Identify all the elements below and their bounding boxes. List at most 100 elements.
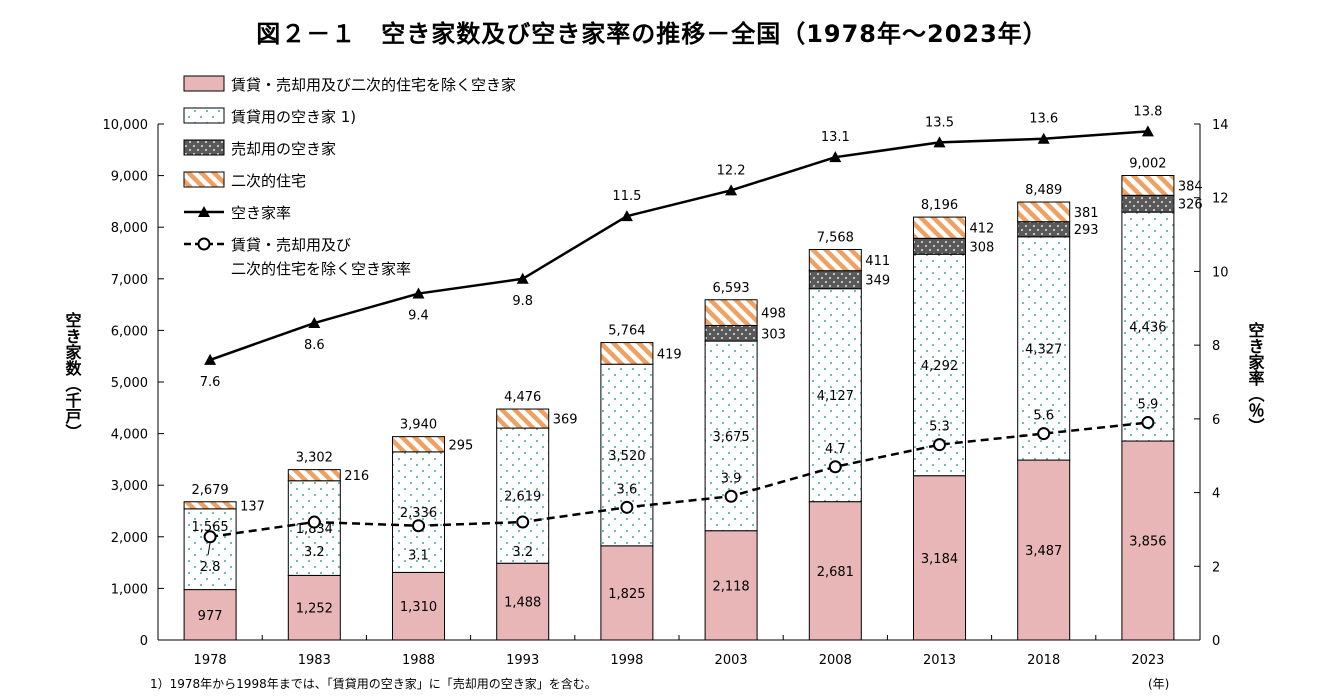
x-tick-label: 2013 (923, 653, 956, 668)
data-label-rental: 1,565 (191, 520, 228, 535)
data-label-rate: 12.2 (717, 163, 746, 178)
data-label-rate-other: 3.6 (617, 482, 638, 497)
bar-segment-secondary (808, 248, 862, 272)
data-label-rate-other: 3.2 (512, 545, 533, 560)
chart-title: 図２－１ 空き家数及び空き家率の推移－全国（1978年～2023年） (256, 20, 1048, 48)
data-label-total: 6,593 (712, 281, 749, 296)
legend-swatch-rental (183, 107, 225, 124)
data-label-rate-other: 5.6 (1033, 409, 1054, 424)
y-left-title-text: 空き家数（千戸） (63, 311, 82, 440)
x-tick-label: 2008 (819, 653, 852, 668)
x-tick-label: 2018 (1027, 653, 1060, 668)
data-label-sale: 349 (865, 274, 890, 289)
data-label-secondary: 216 (344, 469, 369, 484)
data-label-rental: 4,436 (1129, 321, 1166, 336)
marker-rate (933, 136, 946, 148)
bar-segment-secondary (496, 408, 550, 429)
y-right-tick-label: 12 (1212, 192, 1229, 207)
y-left-tick-label: 1,000 (111, 582, 148, 597)
leader-line (207, 542, 211, 555)
data-label-rental: 3,675 (712, 430, 749, 445)
bar-segment-sale (913, 237, 966, 255)
y-left-tick-label: 9,000 (111, 170, 148, 185)
data-label-sale: 293 (1074, 223, 1099, 238)
bar-segment-sale (704, 324, 758, 342)
data-label-other: 1,488 (504, 596, 541, 611)
bar-labels: 977 1,565 137 2,679 1,252 1,834 216 3,302 1,310 2… (191, 156, 1202, 623)
legend-item-rate: 空き家率 (184, 204, 291, 222)
data-label-sale: 308 (970, 240, 995, 255)
legend-label: 賃貸用の空き家 1) (231, 108, 356, 126)
legend-item-sale: 売却用の空き家 (183, 139, 336, 158)
x-tick-label: 1978 (194, 653, 227, 668)
legend-label: 賃貸・売却用及び二次的住宅を除く空き家 (231, 76, 516, 94)
axes: 0 1,000 2,000 3,000 4,000 5,000 6,000 7,000 8,00… (103, 118, 1229, 668)
bar-segment-other (600, 545, 654, 641)
data-label-secondary: 295 (449, 438, 474, 453)
data-label-total: 3,940 (400, 418, 437, 433)
bar-segment-secondary (1121, 174, 1175, 196)
bar-segment-secondary (913, 216, 966, 239)
marker-rate (725, 184, 738, 196)
marker-rate (204, 353, 217, 365)
bar-segment-secondary (704, 299, 758, 326)
legend-marker-rate (198, 206, 210, 217)
legend-label: 売却用の空き家 (231, 140, 336, 158)
bar-segment-secondary (1017, 201, 1071, 223)
bar-segment-rental (496, 427, 550, 564)
marker-rate-other (933, 438, 946, 452)
legend-swatch-other (183, 75, 225, 92)
x-tick-label: 2003 (715, 653, 748, 668)
marker-rate (1037, 132, 1050, 144)
data-label-secondary: 498 (761, 307, 786, 322)
y-left-tick-label: 7,000 (111, 273, 148, 288)
data-label-secondary: 369 (553, 413, 578, 428)
data-label-total: 2,679 (191, 483, 228, 498)
data-label-rate: 9.4 (408, 309, 429, 324)
data-label-secondary: 412 (970, 222, 995, 237)
footnote: 1）1978年から1998年までは、「賃貸用の空き家」に「売却用の空き家」を含む… (150, 676, 597, 691)
y-left-tick-label: 8,000 (111, 221, 148, 236)
line-rate-other (209, 421, 1149, 539)
legend-item-other: 賃貸・売却用及び二次的住宅を除く空き家 (183, 75, 516, 94)
data-label-rate-other: 2.8 (200, 560, 221, 575)
marker-rate-other (620, 500, 634, 514)
data-label-rate-other: 3.1 (408, 549, 429, 564)
bar-segment-secondary (392, 436, 445, 453)
marker-rate-other (307, 515, 321, 529)
data-label-other: 2,681 (817, 565, 854, 580)
y-left-title: 空き家数（千戸） (63, 311, 82, 440)
data-label-rental: 4,327 (1025, 342, 1062, 357)
data-label-rate: 8.6 (304, 338, 325, 353)
data-label-rental: 4,127 (817, 389, 854, 404)
data-label-sale: 303 (761, 327, 786, 342)
legend-label: 二次的住宅 (231, 172, 306, 190)
legend-swatch-sale (183, 139, 225, 156)
marker-rate-other (203, 530, 217, 544)
marker-rate-other (828, 460, 842, 474)
bar-segment-other (496, 562, 550, 641)
data-label-rate: 13.1 (821, 130, 850, 145)
data-label-rate-other: 4.7 (825, 442, 846, 457)
y-right-tick-label: 4 (1212, 487, 1220, 502)
y-left-tick-label: 4,000 (111, 428, 148, 443)
legend-marker-rate-other (197, 237, 211, 251)
data-label-other: 2,118 (712, 579, 749, 594)
data-label-rate-other: 5.3 (929, 420, 950, 435)
y-right-tick-label: 6 (1212, 413, 1220, 428)
y-right-tick-label: 0 (1212, 634, 1220, 649)
line-rate (209, 130, 1148, 362)
data-label-total: 4,476 (504, 390, 541, 405)
marker-rate (620, 210, 633, 222)
data-label-rate: 13.5 (925, 115, 954, 130)
data-label-rate-other: 3.9 (721, 471, 742, 486)
y-left-tick-label: 10,000 (103, 118, 149, 133)
marker-rate-other (412, 519, 425, 533)
marker-rate-other (1037, 427, 1051, 441)
bar-segment-rental (1017, 236, 1071, 461)
data-label-secondary: 384 (1178, 179, 1203, 194)
data-label-other: 3,856 (1129, 535, 1166, 550)
bar-segment-sale (808, 270, 862, 290)
